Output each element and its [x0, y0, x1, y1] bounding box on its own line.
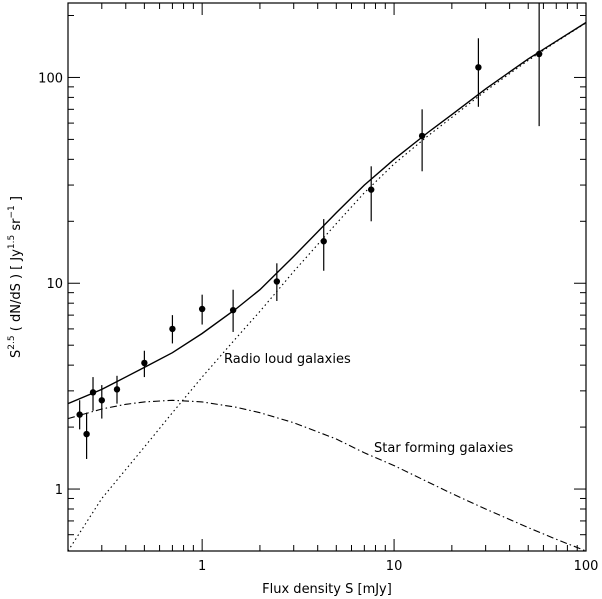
- data-point: [229, 306, 237, 314]
- data-point: [113, 386, 121, 393]
- data-point: [535, 50, 543, 58]
- data-point: [368, 186, 375, 193]
- radio-loud-line: [67, 22, 587, 552]
- data-point: [320, 238, 327, 245]
- data-point: [89, 389, 97, 396]
- data-point: [83, 430, 90, 438]
- y-tick-label: 100: [38, 71, 63, 86]
- x-tick-label: 100: [574, 559, 599, 574]
- annotation-star-forming: Star forming galaxies: [374, 441, 513, 456]
- data-point: [198, 305, 206, 313]
- data-point: [418, 132, 426, 140]
- data-point: [475, 64, 482, 71]
- data-point: [273, 278, 281, 285]
- x-tick-label: 1: [198, 559, 206, 574]
- annotation-radio-loud: Radio loud galaxies: [224, 352, 351, 367]
- x-axis-label: Flux density S [mJy]: [262, 582, 392, 597]
- tick-labels: 1 10 100 1 10 100: [38, 71, 598, 574]
- data-point: [141, 359, 148, 367]
- data-point: [98, 397, 105, 404]
- data-points: [76, 3, 543, 459]
- data-point: [76, 411, 83, 418]
- x-tick-label: 10: [386, 559, 403, 574]
- y-tick-label: 1: [55, 483, 63, 498]
- y-tick-label: 10: [46, 277, 63, 292]
- model-curves: [67, 21, 587, 552]
- star-forming-line: [67, 399, 587, 552]
- data-point: [169, 325, 176, 333]
- plot-frame: [67, 2, 587, 552]
- minor-ticks: [67, 3, 586, 552]
- y-axis-label: S2.5 ( dN/dS ) [ Jy1.5 sr−1 ]: [7, 196, 24, 358]
- major-ticks: [68, 3, 587, 551]
- total-model-line: [67, 21, 587, 405]
